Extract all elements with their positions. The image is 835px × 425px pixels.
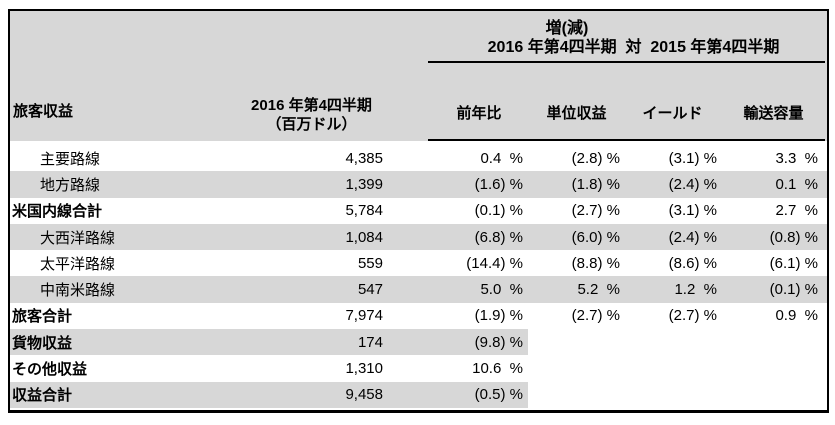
cell-amount: 1,310: [345, 360, 383, 378]
table-body: 主要路線 4,385 0.4 % (2.8) % (3.1) % 3.3 % 地…: [10, 145, 827, 408]
cell-yield: (2.7) %: [668, 307, 717, 325]
column-header-amount-line1: 2016 年第4四半期: [251, 97, 372, 114]
cell-yoy: 0.4 %: [480, 149, 523, 167]
comparison-title: 2016 年第4四半期 対 2015 年第4四半期: [428, 36, 825, 63]
table-row-regional: 地方路線 1,399 (1.6) % (1.8) % (2.4) % 0.1 %: [10, 171, 827, 198]
table-row-domestic-total: 米国内線合計 5,784 (0.1) % (2.7) % (3.1) % 2.7…: [10, 198, 827, 224]
column-header-yield: イールド: [642, 105, 703, 122]
table-row-mainline: 主要路線 4,385 0.4 % (2.8) % (3.1) % 3.3 %: [10, 145, 827, 171]
cell-amount: 5,784: [345, 202, 383, 220]
cell-yoy: (1.9) %: [474, 307, 523, 325]
cell-yoy: 5.0 %: [480, 281, 523, 299]
table-header: 増(減) 2016 年第4四半期 対 2015 年第4四半期 旅客収益 2016…: [10, 11, 827, 141]
row-label: その他収益: [12, 361, 88, 379]
column-header-unit-revenue: 単位収益: [546, 105, 607, 122]
cell-capacity: 2.7 %: [775, 202, 818, 220]
cell-amount: 1,399: [345, 175, 383, 193]
column-headers: 旅客収益 2016 年第4四半期 （百万ドル） 前年比 単位収益 イールド 輸送…: [10, 65, 827, 139]
column-header-amount: 2016 年第4四半期 （百万ドル）: [200, 96, 395, 139]
cell-unit-revenue: (6.0) %: [571, 228, 620, 246]
cell-yoy: (9.8) %: [474, 333, 523, 351]
row-label: 収益合計: [12, 387, 73, 405]
cell-yoy: (14.4) %: [466, 254, 523, 272]
row-label: 旅客合計: [12, 308, 73, 326]
column-header-passenger-revenue: 旅客収益: [13, 103, 74, 120]
cell-yield: (3.1) %: [668, 149, 717, 167]
cell-amount: 547: [357, 281, 383, 299]
cell-yoy: (1.6) %: [474, 175, 523, 193]
column-header-yoy: 前年比: [456, 105, 502, 122]
cell-unit-revenue: (2.8) %: [571, 149, 620, 167]
cell-amount: 7,974: [345, 307, 383, 325]
cell-amount: 1,084: [345, 228, 383, 246]
row-label: 米国内線合計: [12, 203, 103, 221]
table-row-passenger-total: 旅客合計 7,974 (1.9) % (2.7) % (2.7) % 0.9 %: [10, 303, 827, 329]
cell-unit-revenue: (2.7) %: [571, 202, 620, 220]
cell-yield: (8.6) %: [668, 254, 717, 272]
revenue-table: 増(減) 2016 年第4四半期 対 2015 年第4四半期 旅客収益 2016…: [8, 9, 829, 413]
cell-unit-revenue: 5.2 %: [577, 281, 620, 299]
cell-capacity: 0.9 %: [775, 307, 818, 325]
cell-yoy: (0.5) %: [474, 386, 523, 404]
cell-yield: (2.4) %: [668, 175, 717, 193]
table-row-latin: 中南米路線 547 5.0 % 5.2 % 1.2 % (0.1) %: [10, 276, 827, 303]
cell-yoy: (0.1) %: [474, 202, 523, 220]
row-label: 太平洋路線: [40, 255, 116, 273]
header-underline: [428, 139, 825, 141]
table-row-revenue-total: 収益合計 9,458 (0.5) %: [10, 381, 827, 408]
cell-yield: (2.4) %: [668, 228, 717, 246]
table-row-atlantic: 大西洋路線 1,084 (6.8) % (6.0) % (2.4) % (0.8…: [10, 223, 827, 251]
cell-capacity: (0.8) %: [769, 228, 818, 246]
cell-yoy: 10.6 %: [472, 360, 523, 378]
table-row-pacific: 太平洋路線 559 (14.4) % (8.8) % (8.6) % (6.1)…: [10, 250, 827, 276]
cell-amount: 4,385: [345, 149, 383, 167]
row-label: 地方路線: [40, 176, 101, 194]
cell-unit-revenue: (1.8) %: [571, 175, 620, 193]
cell-unit-revenue: (8.8) %: [571, 254, 620, 272]
cell-unit-revenue: (2.7) %: [571, 307, 620, 325]
change-title: 増(減): [545, 20, 589, 37]
cell-yield: (3.1) %: [668, 202, 717, 220]
row-label: 大西洋路線: [40, 229, 116, 247]
row-label: 貨物収益: [12, 334, 73, 352]
cell-amount: 9,458: [345, 386, 383, 404]
cell-yoy: (6.8) %: [474, 228, 523, 246]
table-row-cargo: 貨物収益 174 (9.8) %: [10, 329, 827, 356]
column-gap: [395, 65, 430, 139]
column-header-capacity: 輸送容量: [743, 105, 804, 122]
cell-capacity: (0.1) %: [769, 281, 818, 299]
row-label: 中南米路線: [40, 282, 116, 300]
table-row-other-revenue: その他収益 1,310 10.6 %: [10, 355, 827, 381]
cell-capacity: (6.1) %: [769, 254, 818, 272]
row-label: 主要路線: [40, 150, 101, 168]
cell-capacity: 0.1 %: [775, 175, 818, 193]
cell-yield: 1.2 %: [674, 281, 717, 299]
cell-amount: 559: [357, 254, 383, 272]
cell-amount: 174: [357, 333, 383, 351]
column-header-amount-line2: （百万ドル）: [266, 116, 357, 133]
cell-capacity: 3.3 %: [775, 149, 818, 167]
